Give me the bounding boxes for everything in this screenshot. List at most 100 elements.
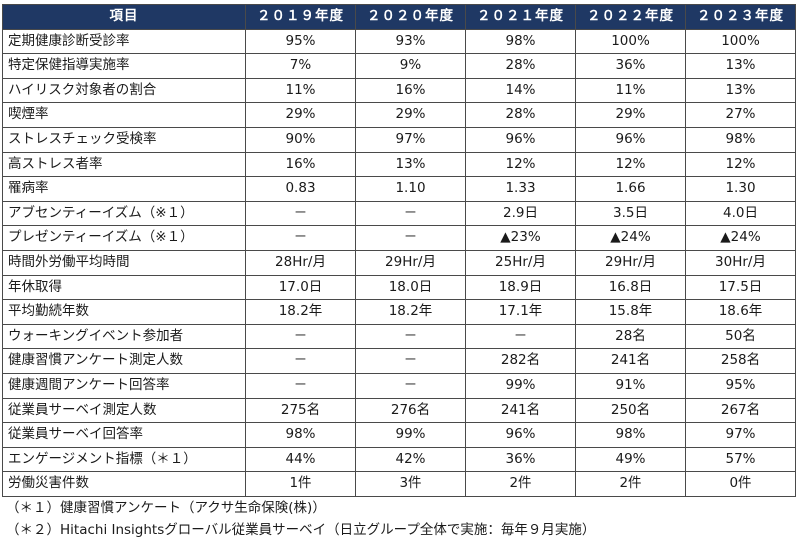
- table-cell: 4.0日: [685, 200, 796, 227]
- table-cell: 36%: [575, 53, 686, 79]
- table-row: 高ストレス者率 16% 13% 12% 12% 12%: [2, 151, 796, 178]
- table-cell: 16.8日: [575, 274, 686, 301]
- table-cell: 18.0日: [355, 274, 466, 301]
- header-year: ２０２３年度: [685, 4, 796, 30]
- table-cell: 18.2年: [355, 299, 466, 325]
- table-cell: 3.5日: [575, 200, 686, 227]
- table-cell: 0.83: [245, 176, 356, 202]
- table-cell: 3件: [355, 471, 466, 497]
- health-kpi-table: 項目 ２０１９年度 ２０２０年度 ２０２１年度 ２０２２年度 ２０２３年度 定期…: [2, 4, 796, 497]
- table-cell: 7%: [245, 53, 356, 79]
- table-cell: 1.30: [685, 176, 796, 202]
- table-cell: 96%: [465, 126, 576, 153]
- header-year: ２０２０年度: [355, 4, 466, 30]
- table-cell: 90%: [245, 126, 356, 153]
- footnote: （＊２）Hitachi Insightsグローバル従業員サーベイ（日立グループ全…: [6, 522, 596, 538]
- table-cell: 28Hr/月: [245, 249, 356, 276]
- table-cell: 1.66: [575, 176, 686, 202]
- table-cell: ▲24%: [575, 225, 686, 251]
- table-cell: 241名: [465, 397, 576, 424]
- table-cell: 282名: [465, 348, 576, 374]
- header-year: ２０２１年度: [465, 4, 576, 30]
- table-cell: －: [245, 372, 356, 399]
- table-cell: 17.1年: [465, 299, 576, 325]
- header-year: ２０２２年度: [575, 4, 686, 30]
- table-cell: 15.8年: [575, 299, 686, 325]
- table-cell: 98%: [575, 422, 686, 448]
- table-row: ハイリスク対象者の割合 11% 16% 14% 11% 13%: [2, 77, 796, 104]
- row-label: 喫煙率: [2, 102, 246, 128]
- table-cell: 12%: [685, 151, 796, 178]
- table-header-row: 項目 ２０１９年度 ２０２０年度 ２０２１年度 ２０２２年度 ２０２３年度: [2, 4, 796, 30]
- table-cell: 50名: [685, 323, 796, 350]
- table-cell: 17.0日: [245, 274, 356, 301]
- table-cell: 95%: [245, 28, 356, 55]
- table-cell: 100%: [575, 28, 686, 55]
- row-label: 定期健康診断受診率: [2, 28, 246, 55]
- table-cell: 16%: [245, 151, 356, 178]
- table-cell: 13%: [685, 77, 796, 104]
- row-label: 労働災害件数: [2, 471, 246, 497]
- table-cell: 12%: [575, 151, 686, 178]
- table-cell: 12%: [465, 151, 576, 178]
- table-cell: 11%: [245, 77, 356, 104]
- table-cell: 18.6年: [685, 299, 796, 325]
- table-cell: 29Hr/月: [355, 249, 466, 276]
- table-cell: 96%: [465, 422, 576, 448]
- row-label: 平均勤続年数: [2, 299, 246, 325]
- table-cell: －: [245, 200, 356, 227]
- table-cell: 98%: [245, 422, 356, 448]
- table-cell: 98%: [465, 28, 576, 55]
- row-label: 従業員サーベイ測定人数: [2, 397, 246, 424]
- table-cell: 97%: [355, 126, 466, 153]
- table-row: 時間外労働平均時間 28Hr/月 29Hr/月 25Hr/月 29Hr/月 30Hr/月: [2, 249, 796, 276]
- table-row: 罹病率 0.83 1.10 1.33 1.66 1.30: [2, 176, 796, 202]
- table-row: 従業員サーベイ測定人数 275名 276名 241名 250名 267名: [2, 397, 796, 424]
- header-item: 項目: [2, 4, 246, 30]
- table-cell: 99%: [465, 372, 576, 399]
- table-cell: 100%: [685, 28, 796, 55]
- table-row: 定期健康診断受診率 95% 93% 98% 100% 100%: [2, 28, 796, 55]
- table-cell: 250名: [575, 397, 686, 424]
- table-cell: 91%: [575, 372, 686, 399]
- table-cell: 27%: [685, 102, 796, 128]
- table-cell: －: [245, 323, 356, 350]
- row-label: プレゼンティーイズム（※１）: [2, 225, 246, 251]
- row-label: ハイリスク対象者の割合: [2, 77, 246, 104]
- table-cell: ▲23%: [465, 225, 576, 251]
- table-row: ウォーキングイベント参加者－－－ 28名 50名: [2, 323, 796, 350]
- table-cell: 1.33: [465, 176, 576, 202]
- table-cell: 93%: [355, 28, 466, 55]
- table-cell: 29%: [355, 102, 466, 128]
- table-cell: 267名: [685, 397, 796, 424]
- table-cell: 2.9日: [465, 200, 576, 227]
- table-cell: 16%: [355, 77, 466, 104]
- table-cell: 29Hr/月: [575, 249, 686, 276]
- table-cell: 36%: [465, 446, 576, 473]
- table-row: エンゲージメント指標（＊１） 44% 42% 36% 49% 57%: [2, 446, 796, 473]
- table-row: 特定保健指導実施率 7% 9% 28% 36% 13%: [2, 53, 796, 79]
- row-label: 健康週間アンケート回答率: [2, 372, 246, 399]
- table-row: 平均勤続年数 18.2年 18.2年 17.1年 15.8年 18.6年: [2, 299, 796, 325]
- table-row: 労働災害件数 1件 3件 2件 2件 0件: [2, 471, 796, 497]
- table-cell: 95%: [685, 372, 796, 399]
- table-cell: 18.9日: [465, 274, 576, 301]
- table-row: プレゼンティーイズム（※１）－－ ▲23% ▲24% ▲24%: [2, 225, 796, 251]
- row-label: アブセンティーイズム（※１）: [2, 200, 246, 227]
- table-cell: ▲24%: [685, 225, 796, 251]
- table-cell: 18.2年: [245, 299, 356, 325]
- table-cell: 14%: [465, 77, 576, 104]
- row-label: 従業員サーベイ回答率: [2, 422, 246, 448]
- table-cell: －: [355, 200, 466, 227]
- row-label: ストレスチェック受検率: [2, 126, 246, 153]
- table-cell: 0件: [685, 471, 796, 497]
- table-row: 喫煙率 29% 29% 28% 29% 27%: [2, 102, 796, 128]
- row-label: ウォーキングイベント参加者: [2, 323, 246, 350]
- table-cell: 57%: [685, 446, 796, 473]
- table-cell: －: [355, 348, 466, 374]
- table-row: 従業員サーベイ回答率 98% 99% 96% 98% 97%: [2, 422, 796, 448]
- table-cell: －: [245, 348, 356, 374]
- table-cell: 275名: [245, 397, 356, 424]
- table-cell: 98%: [685, 126, 796, 153]
